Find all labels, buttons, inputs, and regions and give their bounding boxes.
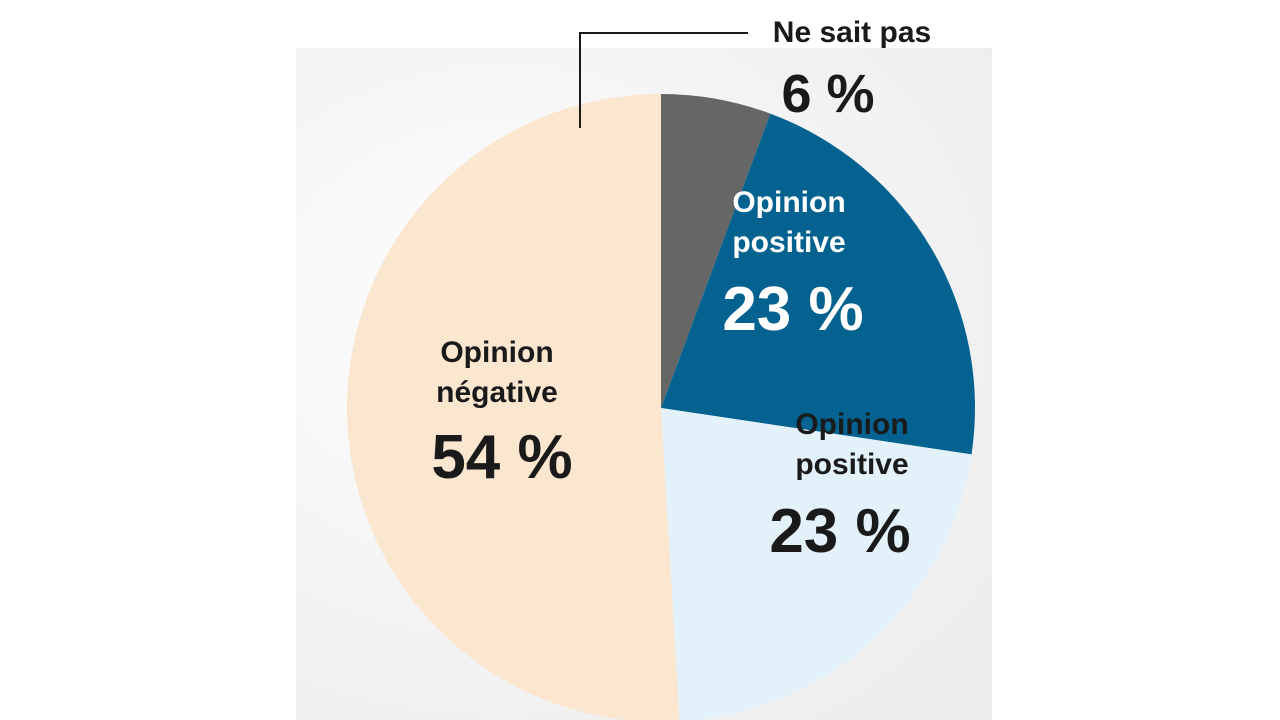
slice-label-1-line-1: Ne sait pas — [773, 16, 931, 49]
slice-label-4-line-2: négative — [436, 376, 558, 409]
slice-label-4-line-1: Opinion — [440, 336, 553, 369]
slice-label-2-line-2: positive — [732, 226, 845, 259]
slice-labels: Ne sait pas 6 % Opinion positive 23 % Opinion… — [431, 16, 931, 566]
leader-line-1 — [579, 32, 748, 128]
slice-label-3-line-1: Opinion — [795, 408, 908, 441]
pie-slice-1 — [661, 94, 771, 408]
slice-value-4: 54 % — [431, 423, 572, 492]
slice-value-2: 23 % — [722, 275, 863, 344]
pie-slices — [347, 94, 975, 720]
pie-slice-2 — [661, 113, 975, 455]
pie-slice-3 — [661, 408, 972, 720]
slice-label-3-line-2: positive — [795, 448, 908, 481]
leader-lines — [579, 32, 748, 128]
slice-label-2-line-1: Opinion — [732, 186, 845, 219]
slice-value-3: 23 % — [769, 497, 910, 566]
pie-slice-4 — [347, 94, 680, 720]
slice-value-1: 6 % — [781, 64, 874, 124]
